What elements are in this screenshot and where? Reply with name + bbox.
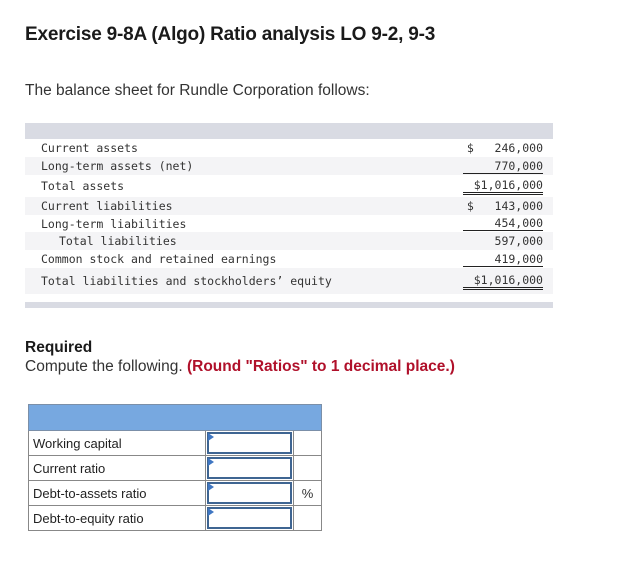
row-value: $1,016,000 — [463, 178, 543, 195]
debt-to-assets-input[interactable] — [207, 482, 292, 504]
page-title: Exercise 9-8A (Algo) Ratio analysis LO 9… — [25, 24, 436, 45]
answer-row-current-ratio: Current ratio — [28, 455, 322, 481]
row-value: $ 246,000 — [466, 141, 543, 155]
current-ratio-input[interactable] — [207, 457, 292, 479]
table-row: Total liabilities 597,000 — [25, 232, 553, 250]
row-value: 419,000 — [463, 252, 543, 267]
answer-label: Working capital — [28, 430, 206, 456]
row-label: Total liabilities — [59, 234, 177, 248]
answer-row-working-capital: Working capital — [28, 430, 322, 456]
percent-unit: % — [293, 480, 322, 506]
answer-table-header — [28, 404, 322, 431]
answer-label: Current ratio — [28, 455, 206, 481]
input-flag-icon — [208, 508, 214, 516]
row-label: Long-term assets (net) — [41, 159, 194, 173]
answer-unit — [293, 455, 322, 481]
table-row: Current liabilities $ 143,000 — [25, 197, 553, 215]
table-footer-band — [25, 302, 553, 308]
row-label: Total liabilities and stockholders’ equi… — [41, 274, 332, 288]
instruction-text: Compute the following. — [25, 358, 183, 375]
row-label: Current liabilities — [41, 199, 173, 213]
row-value: 770,000 — [463, 159, 543, 174]
table-row: Long-term liabilities 454,000 — [25, 215, 553, 232]
working-capital-input[interactable] — [207, 432, 292, 454]
required-heading: Required — [25, 339, 93, 356]
table-row: Total assets $1,016,000 — [25, 175, 553, 197]
row-value: 454,000 — [463, 216, 543, 231]
input-flag-icon — [208, 433, 214, 441]
answer-label: Debt-to-equity ratio — [28, 505, 206, 531]
rounding-note: (Round "Ratios" to 1 decimal place.) — [186, 358, 455, 375]
table-row: Current assets $ 246,000 — [25, 139, 553, 157]
row-label: Common stock and retained earnings — [41, 252, 277, 266]
table-header-band — [25, 123, 553, 139]
row-value: $1,016,000 — [463, 273, 543, 290]
answer-table: Working capital Current ratio Debt-to-as… — [28, 404, 322, 531]
input-flag-icon — [208, 458, 214, 466]
row-value: 597,000 — [494, 234, 543, 248]
answer-unit — [293, 505, 322, 531]
table-row: Total liabilities and stockholders’ equi… — [25, 268, 553, 294]
row-label: Current assets — [41, 141, 138, 155]
table-row: Common stock and retained earnings 419,0… — [25, 250, 553, 268]
required-instructions: Compute the following. (Round "Ratios" t… — [25, 358, 455, 376]
debt-to-equity-input[interactable] — [207, 507, 292, 529]
answer-label: Debt-to-assets ratio — [28, 480, 206, 506]
input-flag-icon — [208, 483, 214, 491]
balance-sheet-table: Current assets $ 246,000 Long-term asset… — [25, 123, 553, 308]
row-label: Total assets — [41, 179, 125, 193]
answer-unit — [293, 430, 322, 456]
table-row: Long-term assets (net) 770,000 — [25, 157, 553, 175]
row-value: $ 143,000 — [466, 199, 543, 213]
answer-row-debt-to-assets: Debt-to-assets ratio % — [28, 480, 322, 506]
row-label: Long-term liabilities — [41, 216, 187, 231]
intro-text: The balance sheet for Rundle Corporation… — [25, 82, 370, 99]
answer-row-debt-to-equity: Debt-to-equity ratio — [28, 505, 322, 531]
